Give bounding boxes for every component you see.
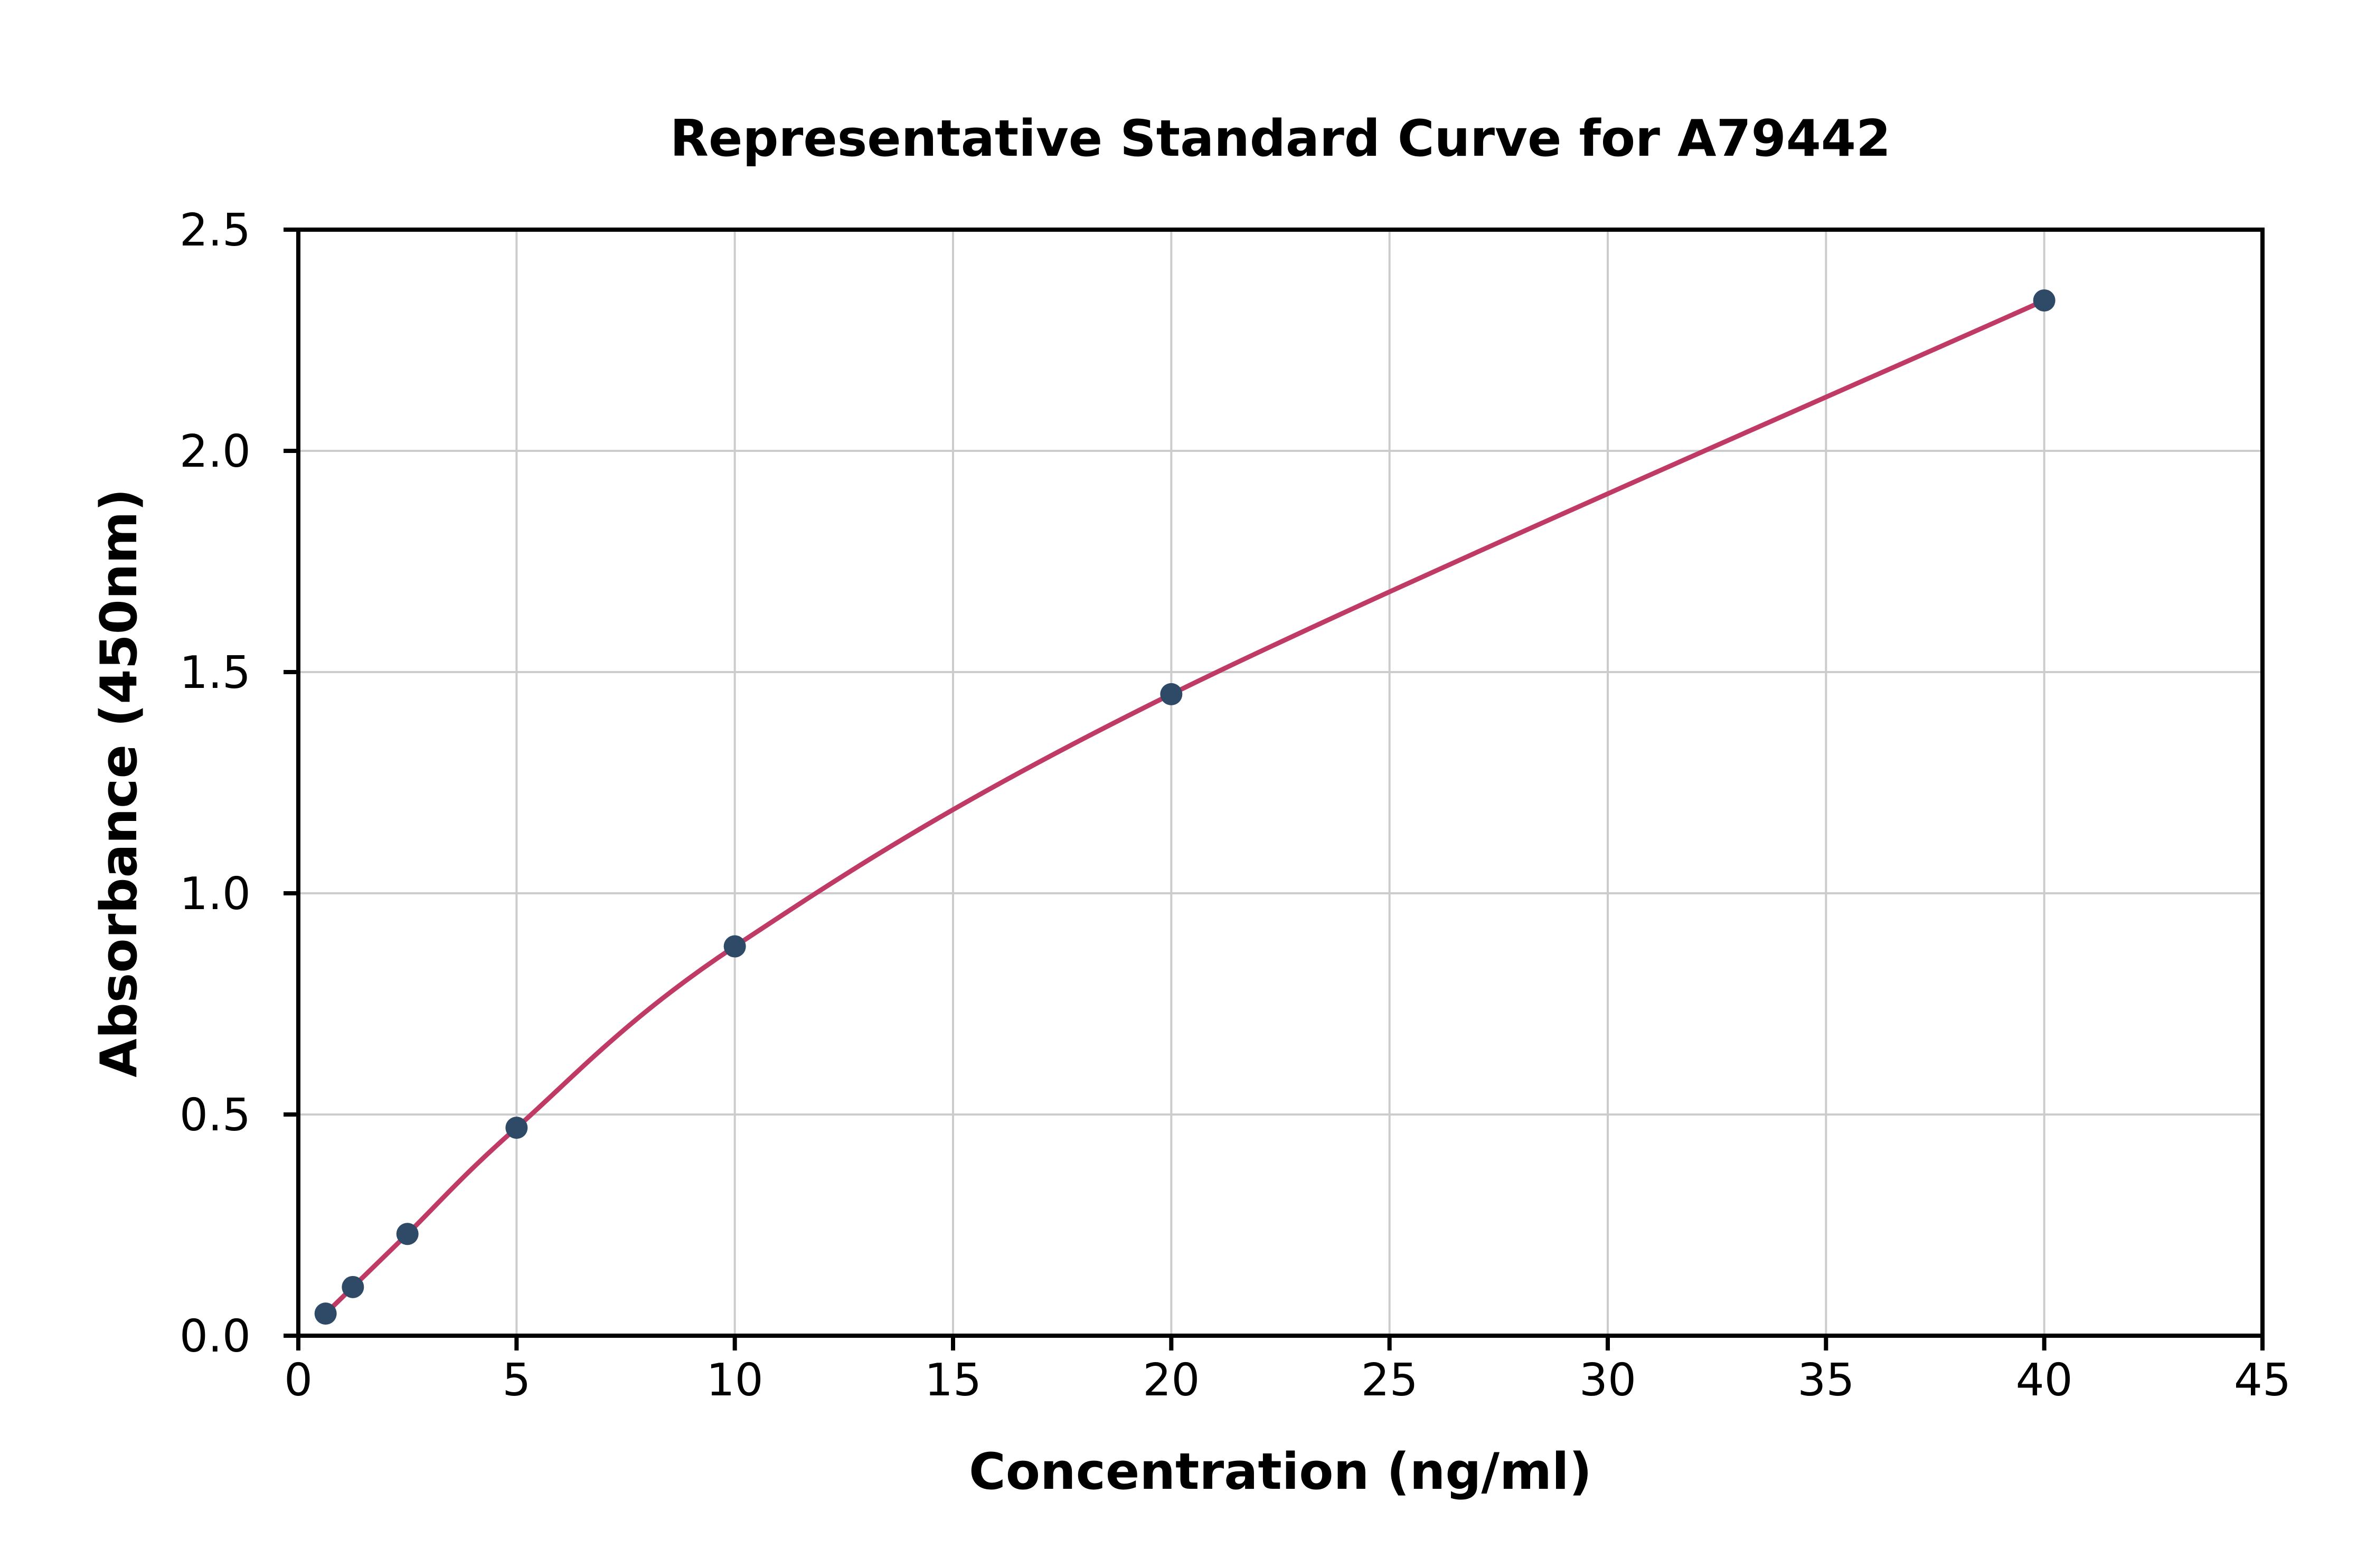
- x-tick-label: 25: [1361, 1354, 1418, 1406]
- x-tick-label: 5: [502, 1354, 531, 1406]
- y-axis-label: Absorbance (450nm): [90, 488, 148, 1078]
- axis-ticks: [284, 228, 2265, 1350]
- data-point: [723, 935, 746, 958]
- chart-title: Representative Standard Curve for A79442: [670, 110, 1891, 168]
- data-point: [505, 1117, 528, 1139]
- x-tick-label: 15: [925, 1354, 982, 1406]
- axis-tick-labels: 0 5 10 15 20 25 30 35 40 45 0.0 0.5 1.0 1.5 2.0 2.5: [180, 204, 2291, 1406]
- x-tick-label: 0: [284, 1354, 313, 1406]
- fit-curve: [323, 298, 2047, 1316]
- y-tick-label: 2.5: [180, 204, 251, 257]
- x-tick-label: 30: [1579, 1354, 1636, 1406]
- y-tick-label: 0.5: [180, 1089, 251, 1141]
- x-tick-label: 45: [2234, 1354, 2291, 1406]
- plot-border: [296, 228, 2265, 1338]
- data-point: [1160, 683, 1183, 705]
- x-tick-label: 20: [1143, 1354, 1200, 1406]
- data-points: [314, 289, 2056, 1325]
- data-point: [314, 1302, 337, 1325]
- data-point: [2033, 289, 2056, 312]
- y-tick-label: 2.0: [180, 426, 251, 478]
- data-point: [396, 1223, 419, 1245]
- y-tick-label: 1.5: [180, 647, 251, 699]
- data-point: [342, 1276, 364, 1298]
- x-axis-label: Concentration (ng/ml): [969, 1443, 1592, 1501]
- grid-lines: [297, 229, 2264, 1337]
- y-tick-label: 0.0: [180, 1310, 251, 1363]
- y-tick-label: 1.0: [180, 868, 251, 920]
- x-tick-label: 10: [706, 1354, 763, 1406]
- x-tick-label: 40: [2016, 1354, 2073, 1406]
- x-tick-label: 35: [1797, 1354, 1854, 1406]
